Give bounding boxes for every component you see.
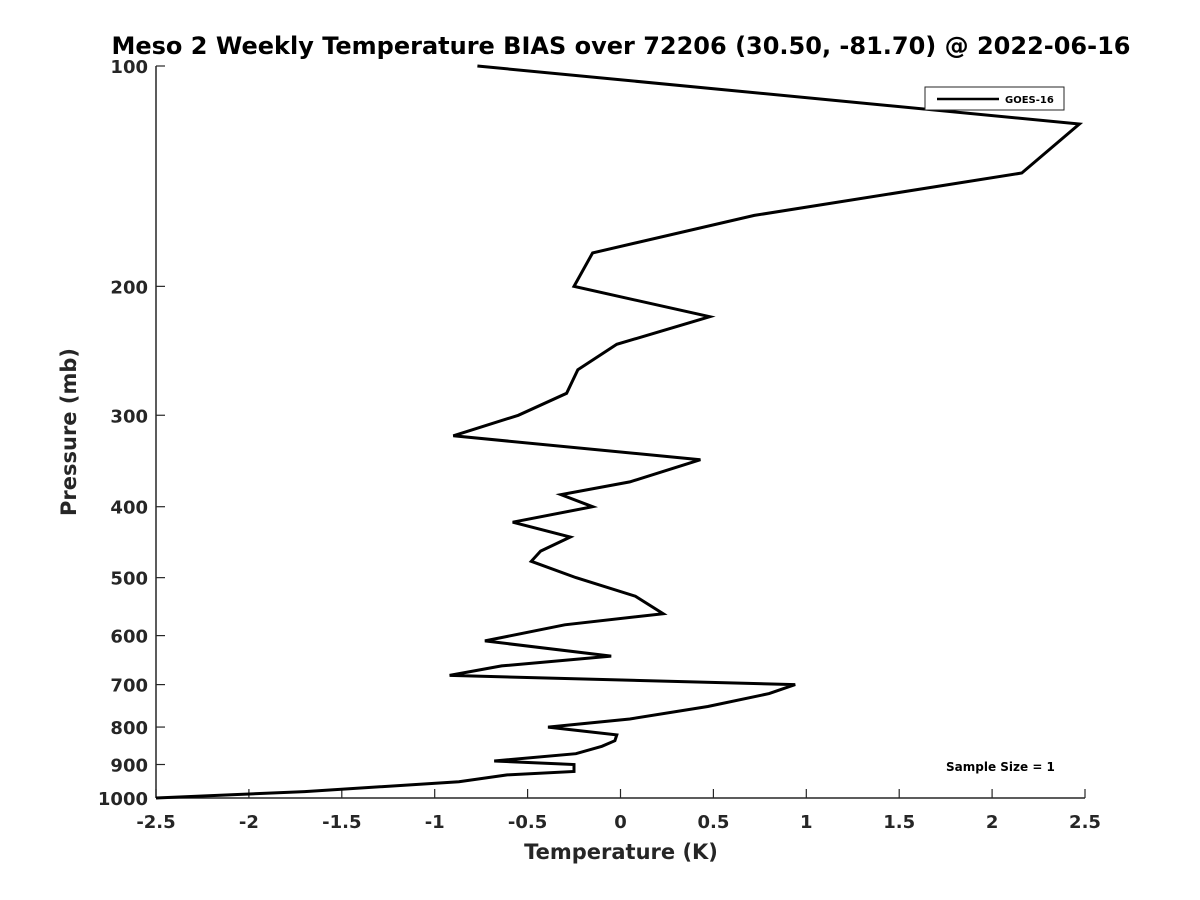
x-axis-label: Temperature (K) — [524, 840, 718, 864]
x-tick-label: 1 — [800, 812, 813, 833]
series-layer — [155, 64, 1084, 800]
y-tick-label: 300 — [110, 406, 148, 427]
y-tick-label: 500 — [110, 569, 148, 590]
x-tick-label: -1.5 — [322, 812, 361, 833]
x-tick-label: -2.5 — [136, 812, 175, 833]
x-tick-label: 0.5 — [697, 812, 729, 833]
chart-title: Meso 2 Weekly Temperature BIAS over 7220… — [111, 32, 1130, 60]
y-tick-label: 900 — [110, 756, 148, 777]
plot-area: -2.5 -2 -1.5 -1 -0.5 0 0.5 1 1.5 2 2.5 100 200 300 40… — [98, 57, 1101, 833]
y-axis-label: Pressure (mb) — [57, 348, 81, 516]
x-tick-label: -0.5 — [508, 812, 547, 833]
series-line-goes-16 — [155, 64, 1084, 800]
x-tick-label: 1.5 — [883, 812, 915, 833]
y-tick-label: 400 — [110, 498, 148, 519]
x-tick-label: -2 — [239, 812, 259, 833]
legend-label-goes-16: GOES-16 — [1005, 95, 1054, 106]
y-tick-label: 700 — [110, 676, 148, 697]
y-tick-label: 1000 — [98, 789, 148, 810]
legend: GOES-16 — [924, 86, 1065, 111]
y-ticks: 100 200 300 400 500 600 700 800 900 1000 — [98, 57, 165, 810]
y-tick-label: 800 — [110, 718, 148, 739]
x-tick-label: 2 — [986, 812, 999, 833]
y-tick-label: 100 — [110, 57, 148, 78]
x-tick-label: -1 — [425, 812, 445, 833]
x-tick-label: 0 — [614, 812, 627, 833]
x-tick-label: 2.5 — [1069, 812, 1101, 833]
x-ticks: -2.5 -2 -1.5 -1 -0.5 0 0.5 1 1.5 2 2.5 — [136, 789, 1101, 833]
sample-size-note: Sample Size = 1 — [946, 760, 1055, 774]
y-tick-label: 200 — [110, 277, 148, 298]
y-tick-label: 600 — [110, 627, 148, 648]
